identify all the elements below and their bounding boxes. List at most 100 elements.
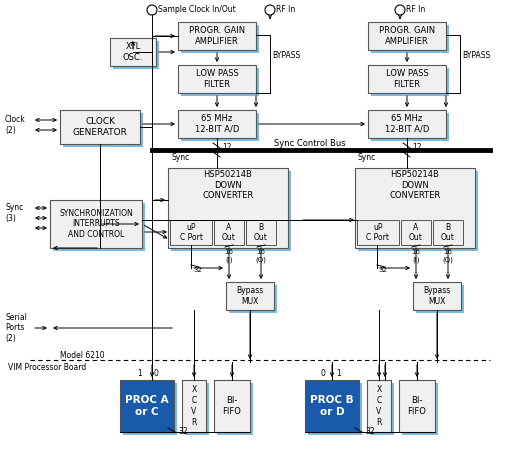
Bar — [217, 383, 253, 435]
Text: 32: 32 — [365, 428, 375, 437]
Text: 16: 16 — [257, 249, 266, 255]
Text: PROC A
or C: PROC A or C — [125, 395, 169, 417]
Bar — [123, 383, 177, 435]
Bar — [120, 380, 174, 432]
Bar — [416, 285, 464, 313]
Text: X
C
V
R: X C V R — [376, 385, 382, 427]
Text: uP
C Port: uP C Port — [179, 223, 202, 243]
Bar — [181, 113, 259, 141]
Text: X
C
V
R: X C V R — [191, 385, 197, 427]
Text: PROC B
or D: PROC B or D — [310, 395, 354, 417]
Text: (Q): (Q) — [443, 257, 453, 263]
Bar — [401, 220, 431, 245]
Text: (I): (I) — [412, 257, 420, 263]
Text: RF In: RF In — [276, 6, 295, 15]
Text: BYPASS: BYPASS — [272, 51, 300, 59]
Bar — [371, 113, 449, 141]
Bar — [178, 110, 256, 138]
Bar — [402, 383, 438, 435]
Text: Sync: Sync — [5, 203, 23, 212]
Text: 65 MHz
12-BIT A/D: 65 MHz 12-BIT A/D — [195, 114, 239, 134]
Bar — [214, 380, 250, 432]
Text: XTL
OSC.: XTL OSC. — [123, 42, 143, 62]
Bar — [357, 220, 399, 245]
Bar — [229, 285, 277, 313]
Text: uP
C Port: uP C Port — [367, 223, 389, 243]
Text: 16: 16 — [444, 249, 453, 255]
Bar — [178, 22, 256, 50]
Text: 65 MHz
12-BIT A/D: 65 MHz 12-BIT A/D — [385, 114, 429, 134]
Text: 12: 12 — [222, 143, 232, 152]
Text: 32: 32 — [178, 428, 188, 437]
Text: A
Out: A Out — [409, 223, 423, 243]
Text: LOW PASS
FILTER: LOW PASS FILTER — [196, 69, 238, 89]
Bar — [170, 220, 212, 245]
Text: 1: 1 — [137, 369, 142, 378]
Text: HSP50214B
DOWN
CONVERTER: HSP50214B DOWN CONVERTER — [389, 170, 441, 200]
Bar — [171, 171, 291, 251]
Bar — [60, 110, 140, 144]
Text: Clock: Clock — [5, 116, 26, 125]
Text: Sync: Sync — [358, 153, 376, 162]
Bar — [178, 65, 256, 93]
Text: Sync: Sync — [172, 153, 190, 162]
Bar — [368, 110, 446, 138]
Bar — [181, 68, 259, 96]
Text: 16: 16 — [225, 249, 234, 255]
Bar — [50, 200, 142, 248]
Text: HSP50214B
DOWN
CONVERTER: HSP50214B DOWN CONVERTER — [202, 170, 254, 200]
Bar — [308, 383, 362, 435]
Text: 0: 0 — [320, 369, 325, 378]
Bar — [226, 282, 274, 310]
Text: SYNCHRONIZATION
INTERRUPTS
AND CONTROL: SYNCHRONIZATION INTERRUPTS AND CONTROL — [59, 209, 133, 239]
Text: Sample Clock In/Out: Sample Clock In/Out — [158, 6, 236, 15]
Text: 12: 12 — [412, 143, 421, 152]
Bar — [368, 22, 446, 50]
Bar — [399, 380, 435, 432]
Text: 0: 0 — [154, 369, 158, 378]
Bar — [368, 65, 446, 93]
Text: Sync Control Bus: Sync Control Bus — [274, 138, 346, 147]
Text: (Q): (Q) — [256, 257, 267, 263]
Bar — [214, 220, 244, 245]
Bar — [53, 203, 145, 251]
Text: RF In: RF In — [406, 6, 425, 15]
Text: A
Out: A Out — [222, 223, 236, 243]
Text: BYPASS: BYPASS — [462, 51, 490, 59]
Text: BI-
FIFO: BI- FIFO — [408, 396, 426, 416]
Text: Ports: Ports — [5, 323, 24, 332]
Bar — [63, 113, 143, 147]
Bar — [246, 220, 276, 245]
Text: 16: 16 — [412, 249, 420, 255]
Text: Bypass
MUX: Bypass MUX — [236, 286, 264, 306]
Text: Serial: Serial — [5, 313, 27, 322]
Text: (2): (2) — [5, 126, 16, 135]
Text: 1: 1 — [337, 369, 341, 378]
Bar — [433, 220, 463, 245]
Bar — [355, 168, 475, 248]
Text: Model 6210: Model 6210 — [60, 351, 104, 360]
Text: 32: 32 — [194, 267, 202, 273]
Bar — [358, 171, 478, 251]
Bar — [110, 38, 156, 66]
Text: (2): (2) — [5, 334, 16, 343]
Bar — [182, 380, 206, 432]
Bar — [305, 380, 359, 432]
Text: B
Out: B Out — [254, 223, 268, 243]
Bar — [370, 383, 394, 435]
Bar — [168, 168, 288, 248]
Bar — [113, 41, 159, 69]
Text: B
Out: B Out — [441, 223, 455, 243]
Text: VIM Processor Board: VIM Processor Board — [8, 363, 86, 372]
Text: PROGR. GAIN
AMPLIFIER: PROGR. GAIN AMPLIFIER — [379, 26, 435, 46]
Text: Bypass
MUX: Bypass MUX — [423, 286, 451, 306]
Bar — [413, 282, 461, 310]
Bar — [371, 25, 449, 53]
Text: CLOCK
GENERATOR: CLOCK GENERATOR — [73, 117, 127, 137]
Text: 32: 32 — [379, 267, 387, 273]
Bar — [371, 68, 449, 96]
Bar — [181, 25, 259, 53]
Text: LOW PASS
FILTER: LOW PASS FILTER — [386, 69, 428, 89]
Bar — [367, 380, 391, 432]
Text: BI-
FIFO: BI- FIFO — [223, 396, 241, 416]
